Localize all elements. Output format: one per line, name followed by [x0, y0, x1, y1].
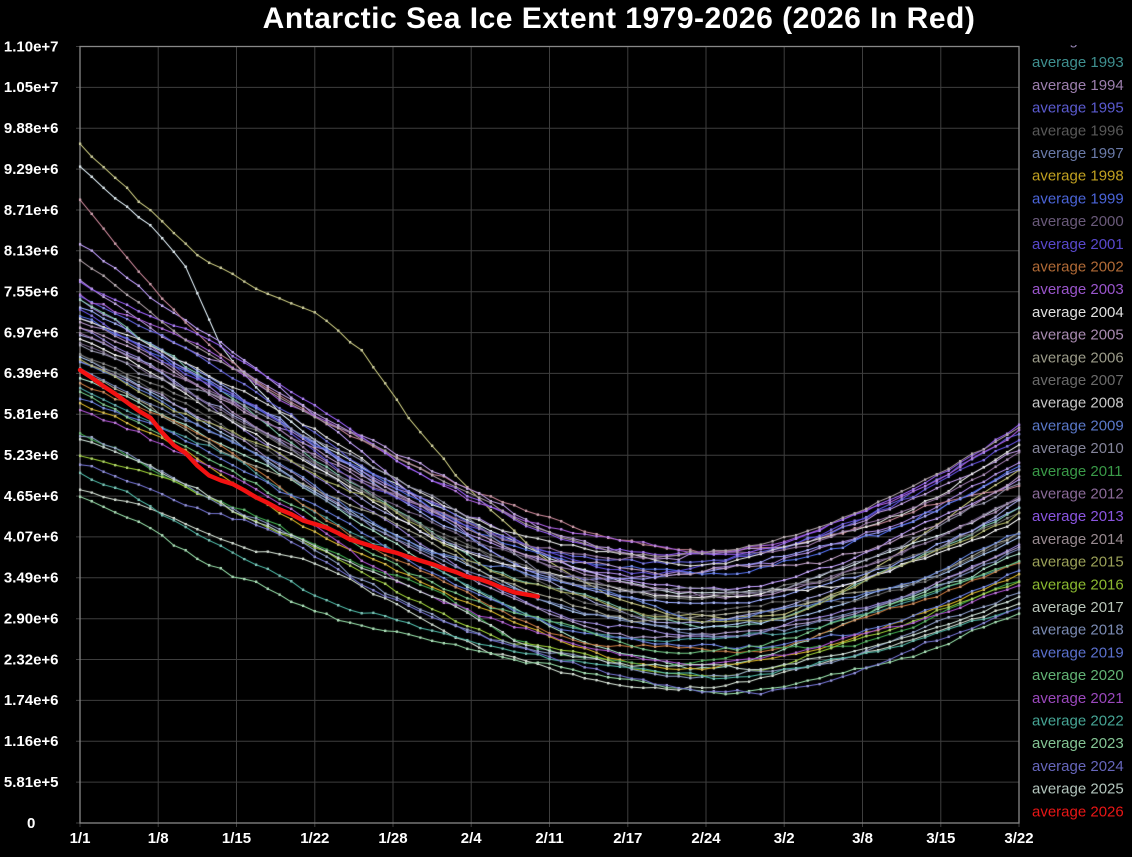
svg-text:1/28: 1/28	[378, 830, 407, 847]
svg-text:1/15: 1/15	[222, 830, 251, 847]
svg-text:1/8: 1/8	[148, 830, 169, 847]
svg-text:3/8: 3/8	[852, 830, 873, 847]
svg-text:average 2001: average 2001	[1032, 236, 1124, 253]
svg-text:4.65e+6: 4.65e+6	[4, 488, 59, 505]
svg-text:average 2005: average 2005	[1032, 327, 1124, 344]
svg-text:1/1: 1/1	[70, 830, 91, 847]
svg-text:1.74e+6: 1.74e+6	[4, 692, 59, 709]
svg-text:1/22: 1/22	[300, 830, 329, 847]
svg-text:average 2011: average 2011	[1032, 463, 1123, 480]
svg-text:average 2012: average 2012	[1032, 486, 1124, 503]
svg-text:1.16e+6: 1.16e+6	[4, 733, 59, 750]
svg-text:4.07e+6: 4.07e+6	[4, 529, 59, 546]
svg-text:average 2013: average 2013	[1032, 508, 1124, 525]
svg-text:average 1998: average 1998	[1032, 168, 1124, 185]
svg-text:average 2024: average 2024	[1032, 758, 1124, 775]
svg-text:2/11: 2/11	[535, 830, 563, 847]
svg-text:2/24: 2/24	[691, 830, 721, 847]
svg-text:average 2002: average 2002	[1032, 259, 1124, 276]
svg-text:8.71e+6: 8.71e+6	[4, 202, 59, 219]
svg-text:average 1999: average 1999	[1032, 190, 1124, 207]
svg-text:average 2008: average 2008	[1032, 395, 1124, 412]
svg-text:2/4: 2/4	[461, 830, 483, 847]
svg-text:9.29e+6: 9.29e+6	[4, 161, 59, 178]
svg-text:1.05e+7: 1.05e+7	[4, 79, 59, 96]
svg-text:average 2023: average 2023	[1032, 735, 1124, 752]
svg-text:3/15: 3/15	[926, 830, 955, 847]
svg-text:2.90e+6: 2.90e+6	[4, 611, 59, 628]
svg-text:average 1992: average 1992	[1032, 32, 1124, 49]
svg-text:average 2004: average 2004	[1032, 304, 1124, 321]
svg-text:average 2006: average 2006	[1032, 349, 1124, 366]
svg-text:average 1996: average 1996	[1032, 122, 1124, 139]
svg-text:average 2010: average 2010	[1032, 440, 1124, 457]
svg-text:Antarctic Sea Ice Extent 1979-: Antarctic Sea Ice Extent 1979-2026 (2026…	[263, 2, 976, 35]
svg-text:average 1997: average 1997	[1032, 145, 1124, 162]
svg-text:average 2000: average 2000	[1032, 213, 1124, 230]
svg-text:average 2026: average 2026	[1032, 803, 1124, 820]
svg-text:average 2015: average 2015	[1032, 554, 1124, 571]
svg-text:0: 0	[27, 815, 35, 832]
svg-text:average 1993: average 1993	[1032, 54, 1124, 71]
svg-text:9.88e+6: 9.88e+6	[4, 120, 59, 137]
svg-text:average 2017: average 2017	[1032, 599, 1124, 616]
svg-text:average 1995: average 1995	[1032, 100, 1124, 117]
svg-text:average 2014: average 2014	[1032, 531, 1124, 548]
svg-text:average 2021: average 2021	[1032, 690, 1124, 707]
svg-text:5.81e+5: 5.81e+5	[4, 774, 59, 791]
svg-text:average 2003: average 2003	[1032, 281, 1124, 298]
svg-text:5.23e+6: 5.23e+6	[4, 447, 59, 464]
svg-text:7.55e+6: 7.55e+6	[4, 284, 59, 301]
svg-text:3.49e+6: 3.49e+6	[4, 570, 59, 587]
svg-text:average 2016: average 2016	[1032, 576, 1124, 593]
svg-text:average 2020: average 2020	[1032, 667, 1124, 684]
svg-text:3/22: 3/22	[1004, 830, 1033, 847]
svg-text:average 2022: average 2022	[1032, 713, 1124, 730]
svg-text:average 2019: average 2019	[1032, 644, 1124, 661]
svg-text:1.10e+7: 1.10e+7	[4, 38, 59, 55]
svg-text:3/2: 3/2	[774, 830, 795, 847]
svg-text:2.32e+6: 2.32e+6	[4, 651, 59, 668]
svg-text:5.81e+6: 5.81e+6	[4, 406, 59, 423]
svg-text:average 2009: average 2009	[1032, 417, 1124, 434]
svg-text:6.39e+6: 6.39e+6	[4, 365, 59, 382]
svg-text:average 1994: average 1994	[1032, 77, 1124, 94]
svg-text:average 2025: average 2025	[1032, 781, 1124, 798]
svg-text:2/17: 2/17	[613, 830, 642, 847]
svg-text:8.13e+6: 8.13e+6	[4, 243, 59, 260]
svg-text:average 2007: average 2007	[1032, 372, 1124, 389]
svg-text:6.97e+6: 6.97e+6	[4, 324, 59, 341]
svg-text:average 2018: average 2018	[1032, 622, 1124, 639]
